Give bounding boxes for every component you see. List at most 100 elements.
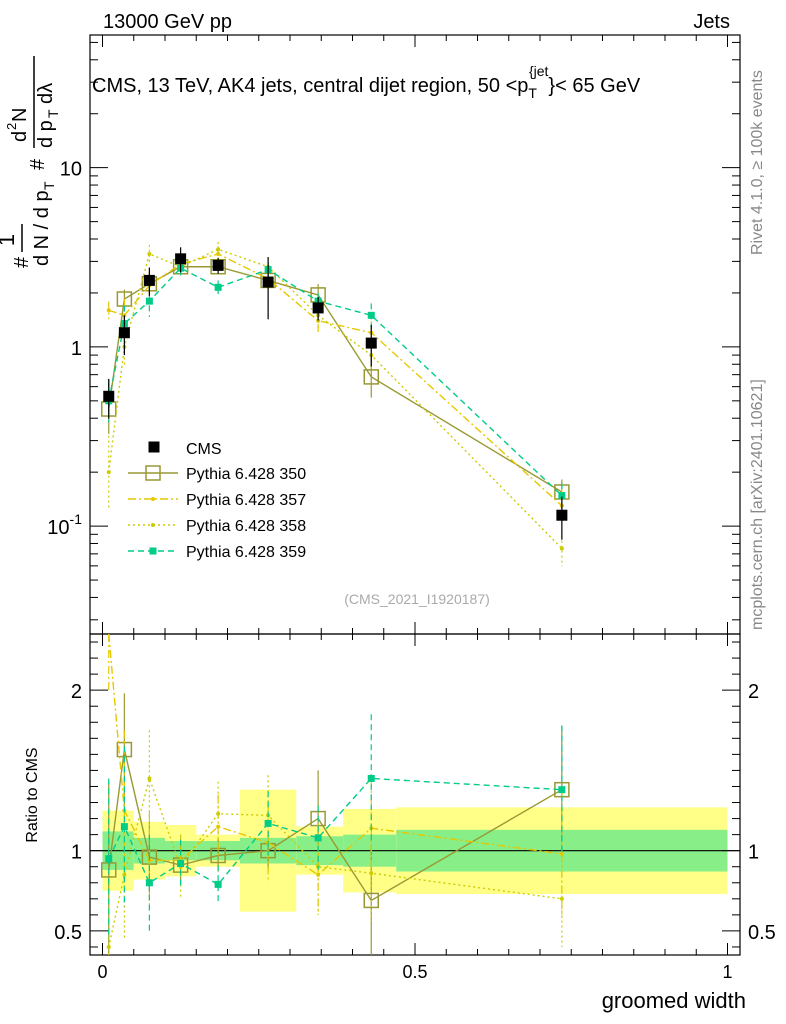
main-point bbox=[106, 308, 111, 313]
svg-text:T: T bbox=[45, 109, 61, 118]
legend-entry-4: Pythia 6.428 359 bbox=[128, 544, 306, 561]
legend-entry-1: Pythia 6.428 350 bbox=[128, 465, 306, 483]
plot-title: CMS, 13 TeV, AK4 jets, central dijet reg… bbox=[92, 63, 641, 101]
legend-marker bbox=[151, 523, 155, 527]
main-y-tick-label: 1 bbox=[71, 338, 82, 360]
ratio-y-tick-label: 2 bbox=[71, 681, 82, 703]
ratio-point bbox=[558, 786, 566, 794]
ratio-point bbox=[367, 774, 375, 782]
cms-point bbox=[312, 302, 324, 314]
ratio-point bbox=[122, 872, 127, 877]
ratio-plot-frame bbox=[89, 633, 741, 956]
ratio-point bbox=[145, 879, 153, 887]
ratio-point bbox=[216, 811, 221, 816]
ratio-y-tick-label-right: 0.5 bbox=[748, 922, 776, 944]
cms-point bbox=[118, 327, 130, 339]
main-point bbox=[106, 470, 111, 475]
main-series-line bbox=[108, 248, 563, 549]
svg-text:d p: d p bbox=[35, 120, 57, 148]
mcplots-label: mcplots.cern.ch [arXiv:2401.10621] bbox=[749, 379, 766, 630]
legend-label: CMS bbox=[186, 441, 222, 458]
main-y-label: # 1 . d N / d p T # d 2 N d p T dλ bbox=[0, 56, 61, 268]
title-sup: {jet bbox=[529, 63, 549, 79]
main-series-line bbox=[108, 267, 563, 497]
ratio-y-tick-label-right: 2 bbox=[748, 681, 759, 703]
legend-entry-cms: CMS bbox=[148, 441, 222, 458]
cms-point bbox=[143, 274, 155, 286]
ratio-point bbox=[147, 776, 152, 781]
ratio-point bbox=[264, 819, 272, 827]
main-point bbox=[216, 247, 221, 252]
legend: CMS Pythia 6.428 350 Pythia 6.428 357 Pythi… bbox=[128, 441, 306, 561]
ratio-y-tick-label: 0.5 bbox=[54, 922, 82, 944]
main-point bbox=[559, 546, 564, 551]
header-left: 13000 GeV pp bbox=[103, 11, 232, 33]
legend-label: Pythia 6.428 350 bbox=[186, 466, 306, 483]
main-y-tick-label: 10-1 bbox=[47, 511, 82, 539]
ratio-y-label: Ratio to CMS bbox=[24, 747, 41, 842]
svg-text:dλ: dλ bbox=[35, 83, 57, 104]
svg-text:#: # bbox=[27, 158, 49, 170]
main-series-line bbox=[108, 266, 563, 493]
ratio-point bbox=[177, 860, 185, 868]
legend-label: Pythia 6.428 359 bbox=[186, 544, 306, 561]
cms-point bbox=[175, 253, 187, 265]
ratio-point bbox=[105, 855, 113, 863]
ratio-point bbox=[559, 851, 564, 856]
ratio-series-line bbox=[108, 777, 562, 886]
svg-text:#: # bbox=[11, 256, 33, 268]
x-tick-label: 1 bbox=[722, 962, 732, 982]
ratio-point bbox=[314, 834, 322, 842]
x-tick-label: 0 bbox=[97, 962, 107, 982]
svg-text:d N / d p: d N / d p bbox=[31, 190, 53, 266]
ratio-point bbox=[216, 824, 221, 829]
ratio-series-line bbox=[108, 633, 562, 876]
tick-base: 10 bbox=[47, 517, 69, 539]
main-point bbox=[316, 318, 321, 323]
legend-marker bbox=[149, 547, 157, 555]
svg-text:2: 2 bbox=[4, 123, 19, 130]
series-layer bbox=[101, 242, 570, 955]
legend-label: Pythia 6.428 357 bbox=[186, 492, 306, 509]
main-series-line bbox=[108, 253, 563, 507]
analysis-label: (CMS_2021_I1920187) bbox=[344, 591, 490, 607]
cms-data bbox=[103, 247, 568, 540]
ratio-point bbox=[120, 823, 128, 831]
svg-text:1: 1 bbox=[0, 234, 19, 246]
ratio-point bbox=[363, 892, 379, 909]
ratio-point bbox=[559, 896, 564, 901]
main-point bbox=[145, 297, 153, 305]
title-sub: T bbox=[528, 85, 537, 101]
svg-text:N: N bbox=[9, 108, 31, 122]
legend-entry-2: Pythia 6.428 357 bbox=[128, 492, 306, 509]
cms-point bbox=[212, 259, 224, 271]
legend-marker bbox=[151, 497, 155, 501]
main-point bbox=[214, 283, 222, 291]
ratio-y-tick-label: 1 bbox=[71, 842, 82, 864]
legend-label: Pythia 6.428 358 bbox=[186, 518, 306, 535]
svg-text:T: T bbox=[41, 181, 57, 190]
title-pre: CMS, 13 TeV, AK4 jets, central dijet reg… bbox=[92, 75, 528, 97]
x-tick-label: 0.5 bbox=[402, 962, 427, 982]
header-right: Jets bbox=[693, 11, 730, 33]
main-y-tick-label: 10 bbox=[60, 159, 82, 181]
legend-entry-3: Pythia 6.428 358 bbox=[128, 518, 306, 535]
legend-marker bbox=[145, 465, 161, 481]
ratio-y-tick-label-right: 1 bbox=[748, 842, 759, 864]
cms-point bbox=[556, 509, 568, 521]
cms-point bbox=[262, 276, 274, 288]
cms-point bbox=[103, 390, 115, 402]
main-point bbox=[363, 369, 379, 385]
main-point bbox=[147, 251, 152, 256]
main-point bbox=[558, 492, 566, 500]
svg-text:d: d bbox=[9, 131, 31, 142]
ratio-point bbox=[106, 944, 111, 949]
legend-marker bbox=[148, 441, 160, 453]
x-axis-label: groomed width bbox=[602, 988, 746, 1013]
tick-exponent: -1 bbox=[70, 511, 83, 527]
main-point bbox=[367, 311, 375, 319]
cms-point bbox=[365, 337, 377, 349]
ratio-point bbox=[214, 880, 222, 888]
